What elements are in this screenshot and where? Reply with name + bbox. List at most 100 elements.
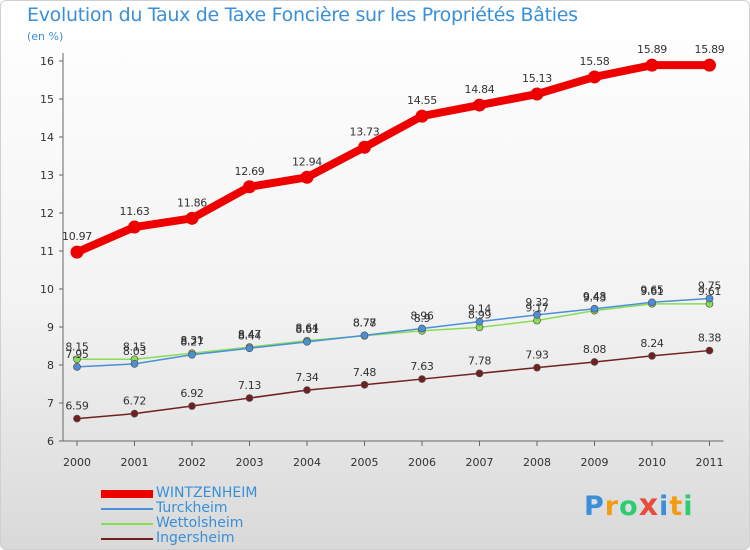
data-point bbox=[360, 380, 369, 389]
data-point bbox=[705, 294, 714, 303]
legend-swatch bbox=[101, 490, 153, 498]
data-point bbox=[705, 346, 714, 355]
data-label: 7.78 bbox=[468, 354, 492, 367]
y-tick-label: 8 bbox=[47, 359, 54, 372]
legend-label: Wettolsheim bbox=[156, 515, 244, 531]
data-point bbox=[648, 352, 656, 360]
x-tick-label: 2009 bbox=[581, 456, 609, 469]
data-label: 15.58 bbox=[580, 55, 610, 68]
data-label: 9.48 bbox=[583, 290, 607, 303]
data-point bbox=[188, 402, 196, 410]
data-label: 6.72 bbox=[123, 395, 146, 408]
legend-label: Turckheim bbox=[156, 500, 228, 516]
data-label: 7.63 bbox=[410, 360, 434, 373]
data-label: 8.61 bbox=[295, 323, 318, 336]
series-line bbox=[73, 61, 714, 257]
y-tick-label: 16 bbox=[40, 55, 54, 68]
data-label: 8.15 bbox=[123, 340, 147, 353]
data-label: 6.59 bbox=[65, 400, 89, 413]
series-layer bbox=[70, 58, 716, 423]
data-point bbox=[188, 350, 196, 359]
series-turckheim bbox=[73, 294, 714, 371]
data-labels-layer: 10.97 11.63 11.86 12.69 12.94 13.73 14.55 14.84… bbox=[62, 43, 725, 412]
x-tick-label: 2002 bbox=[178, 456, 206, 469]
x-tick-label: 2010 bbox=[638, 456, 666, 469]
x-tick-label: 2007 bbox=[466, 456, 494, 469]
x-tick-label: 2008 bbox=[523, 456, 551, 469]
data-point bbox=[590, 358, 599, 366]
data-label: 8.77 bbox=[353, 317, 377, 330]
data-point bbox=[303, 337, 311, 346]
data-point bbox=[73, 355, 81, 364]
data-label: 12.94 bbox=[292, 155, 322, 168]
y-tick-label: 11 bbox=[40, 245, 54, 258]
data-label: 7.95 bbox=[65, 348, 89, 361]
data-label: 9.65 bbox=[640, 283, 664, 296]
chart-title: Evolution du Taux de Taxe Foncière sur l… bbox=[27, 4, 578, 26]
data-point bbox=[300, 170, 314, 184]
data-point bbox=[645, 58, 659, 72]
data-label: 8.64 bbox=[295, 322, 319, 335]
data-label: 8.27 bbox=[180, 336, 204, 349]
data-point bbox=[243, 180, 256, 194]
data-point bbox=[530, 87, 544, 101]
data-label: 15.89 bbox=[637, 43, 667, 56]
data-point bbox=[533, 363, 541, 372]
data-label: 9.43 bbox=[583, 292, 607, 305]
data-label: 11.86 bbox=[177, 196, 207, 209]
data-point bbox=[418, 375, 426, 383]
data-label: 8.99 bbox=[468, 308, 492, 321]
data-point bbox=[245, 344, 254, 353]
data-point bbox=[415, 109, 429, 123]
x-tick-label: 2005 bbox=[351, 456, 379, 469]
data-label: 14.84 bbox=[465, 83, 495, 96]
y-tick-label: 15 bbox=[40, 93, 54, 106]
data-label: 15.13 bbox=[522, 72, 552, 85]
data-label: 8.15 bbox=[65, 340, 89, 353]
data-point bbox=[73, 414, 81, 423]
data-point bbox=[590, 304, 599, 313]
y-tick-label: 6 bbox=[47, 435, 54, 448]
data-label: 7.93 bbox=[525, 349, 549, 362]
brand-logo: Proxiti bbox=[584, 488, 694, 523]
axes: 6 7 8 9 10 11 12 13 14 15 16 2000 2001 2002 2003 2004 20… bbox=[40, 53, 724, 469]
data-label: 11.63 bbox=[120, 205, 150, 218]
x-tick-label: 2004 bbox=[293, 456, 321, 469]
data-label: 8.44 bbox=[238, 329, 262, 342]
legend-swatch bbox=[101, 508, 153, 510]
data-label: 7.48 bbox=[353, 366, 377, 379]
brand-letter: r bbox=[604, 491, 620, 522]
data-label: 9.17 bbox=[525, 302, 549, 315]
data-point bbox=[130, 409, 139, 418]
x-tick-label: 2011 bbox=[696, 456, 724, 469]
data-label: 9.61 bbox=[698, 285, 721, 298]
y-axis-unit-label: (en %) bbox=[27, 30, 64, 43]
data-point bbox=[245, 394, 254, 402]
data-point bbox=[360, 331, 369, 340]
data-label: 8.08 bbox=[583, 343, 607, 356]
brand-letter: o bbox=[619, 491, 639, 522]
series-wintzenheim bbox=[70, 58, 716, 259]
data-label: 8.24 bbox=[640, 337, 664, 350]
data-point bbox=[473, 98, 486, 112]
data-label: 9.32 bbox=[525, 296, 548, 309]
series-wettolsheim bbox=[73, 299, 714, 364]
x-tick-label: 2006 bbox=[408, 456, 436, 469]
data-label: 9.61 bbox=[640, 285, 663, 298]
data-point bbox=[303, 386, 311, 394]
series-ingersheim bbox=[73, 346, 714, 423]
data-point bbox=[128, 220, 141, 234]
brand-letter: x bbox=[638, 488, 660, 523]
data-label: 8.96 bbox=[410, 310, 434, 323]
data-point bbox=[703, 58, 716, 72]
data-label: 6.92 bbox=[180, 387, 203, 400]
data-label: 8.78 bbox=[353, 316, 377, 329]
x-tick-label: 2003 bbox=[236, 456, 264, 469]
series-line bbox=[76, 297, 711, 368]
legend-swatch bbox=[101, 523, 153, 525]
y-tick-label: 9 bbox=[47, 321, 54, 334]
brand-letter: P bbox=[584, 491, 605, 522]
data-label: 8.03 bbox=[123, 345, 147, 358]
